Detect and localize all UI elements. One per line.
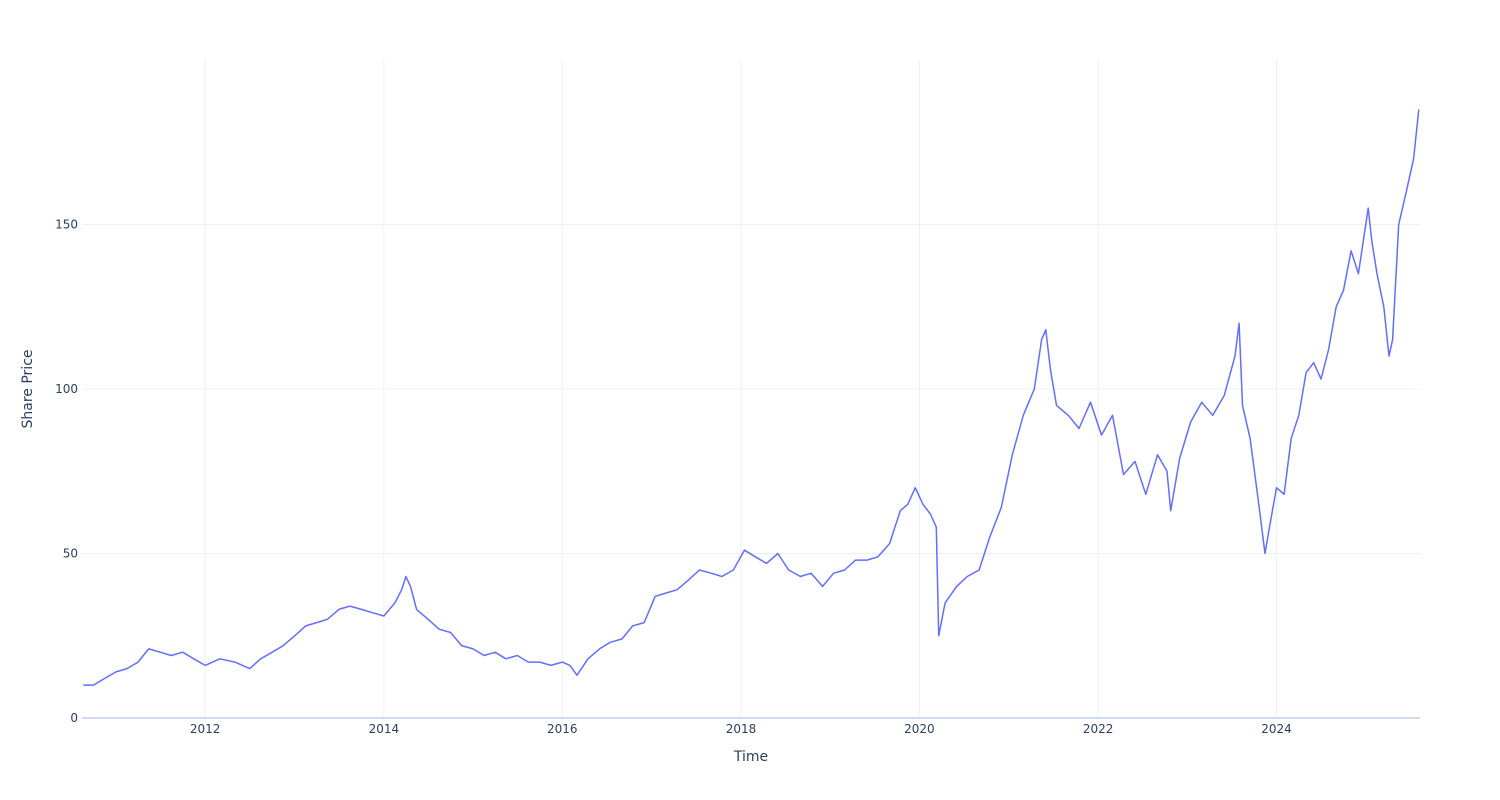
x-tick-label: 2016 <box>547 722 578 736</box>
x-tick-label: 2014 <box>369 722 400 736</box>
x-tick-label: 2022 <box>1083 722 1114 736</box>
x-tick-label: 2012 <box>190 722 221 736</box>
y-tick-label: 100 <box>55 382 78 396</box>
y-axis-title: Share Price <box>20 349 36 428</box>
x-tick-label: 2024 <box>1261 722 1292 736</box>
series-layer <box>83 109 1420 686</box>
y-tick-label: 50 <box>63 547 78 561</box>
x-tick-label: 2018 <box>726 722 757 736</box>
grid-layer <box>82 60 1420 719</box>
share-price-line <box>83 109 1420 686</box>
x-axis-title: Time <box>733 749 768 765</box>
x-tick-label: 2020 <box>904 722 935 736</box>
tick-layer: 2012 2014 2016 2018 2020 2022 2024 0 50 100 150 <box>55 218 1292 737</box>
y-tick-label: 150 <box>55 218 78 232</box>
y-tick-label: 0 <box>70 711 78 725</box>
